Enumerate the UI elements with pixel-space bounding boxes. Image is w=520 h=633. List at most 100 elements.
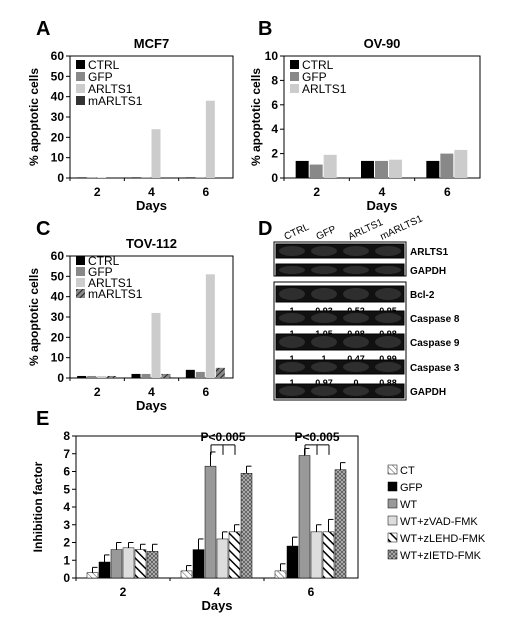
x-tick-label: 2 bbox=[94, 185, 101, 199]
y-tick-label: 50 bbox=[51, 69, 65, 83]
bar-mARLTS1 bbox=[215, 177, 225, 178]
chart-a: 0 10 20 30 40 50 60 % apoptotic cells MCF7 2 4 6 Day… bbox=[28, 36, 234, 213]
bar-ARLTS1 bbox=[389, 159, 402, 178]
blot-frame-top bbox=[273, 241, 407, 277]
lane-label-ARLTS1: ARLTS1 bbox=[347, 217, 386, 243]
legend-label-GFP: GFP bbox=[400, 482, 423, 494]
densitometry-value: 1 bbox=[289, 354, 294, 364]
band bbox=[311, 336, 337, 348]
blot-row-Caspase 9 bbox=[275, 333, 405, 351]
legend-swatch-GFP bbox=[387, 481, 398, 492]
bar-WT+zIETD-FMK bbox=[334, 469, 347, 579]
blot-frame-bottom bbox=[273, 281, 407, 401]
legend-swatch-GFP bbox=[290, 72, 299, 81]
legend-label-CTRL: CTRL bbox=[302, 58, 334, 72]
bar-WT bbox=[298, 455, 311, 579]
legend-swatch-GFP bbox=[76, 72, 85, 81]
band bbox=[279, 362, 305, 372]
legend-label-ARLTS1: ARLTS1 bbox=[88, 276, 133, 290]
y-tick-label: 0 bbox=[57, 171, 64, 185]
y-axis-label: % apoptotic cells bbox=[28, 268, 41, 366]
legend-label-WT+zIETD-FMK: WT+zIETD-FMK bbox=[400, 550, 482, 562]
x-tick-label: 4 bbox=[148, 185, 155, 199]
legend-label-mARLTS1: mARLTS1 bbox=[88, 94, 143, 108]
bar-GFP bbox=[286, 545, 299, 579]
bar-CT bbox=[180, 570, 193, 579]
densitometry-value: 0 bbox=[353, 378, 358, 388]
band bbox=[311, 266, 337, 274]
bar-GFP bbox=[87, 375, 97, 378]
band bbox=[279, 266, 305, 274]
legend-label-CT: CT bbox=[400, 465, 415, 477]
chart-e: 0 1 2 3 4 5 6 7 8 Inhibition factor 2 4 6 Days CT GFP WT… bbox=[31, 429, 486, 613]
y-tick-label: 60 bbox=[51, 49, 65, 63]
blot-row-Caspase 8 bbox=[275, 310, 405, 326]
bar-CTRL bbox=[426, 160, 440, 178]
y-axis-label: % apoptotic cells bbox=[28, 68, 41, 166]
bar-GFP bbox=[195, 371, 205, 378]
y-tick-label: 8 bbox=[63, 429, 70, 443]
legend-swatch-WT+zIETD-FMK bbox=[387, 549, 398, 560]
lane-label-mARLTS1: mARLTS1 bbox=[379, 214, 425, 243]
x-axis-label: Days bbox=[366, 198, 397, 213]
legend-swatch-CT bbox=[387, 464, 398, 475]
bar-ARLTS1 bbox=[454, 149, 468, 178]
legend-label-GFP: GFP bbox=[88, 70, 113, 84]
x-tick-label: 4 bbox=[214, 585, 221, 599]
legend-label-CTRL: CTRL bbox=[88, 58, 120, 72]
densitometry-value: 1 bbox=[321, 354, 326, 364]
bar-GFP bbox=[87, 177, 97, 178]
densitometry-value: 0.97 bbox=[315, 378, 333, 388]
band bbox=[375, 313, 401, 323]
blot-row-label: ARLTS1 bbox=[410, 247, 449, 258]
band bbox=[311, 386, 337, 396]
y-tick-label: 4 bbox=[63, 500, 70, 514]
legend-swatch-CTRL bbox=[76, 256, 85, 265]
legend-label-GFP: GFP bbox=[302, 70, 327, 84]
bar-CTRL bbox=[361, 160, 374, 178]
band bbox=[343, 362, 369, 372]
panel-label-d: D bbox=[258, 218, 273, 240]
blot-row-label: Caspase 8 bbox=[410, 314, 460, 325]
bar-GFP bbox=[440, 153, 454, 178]
x-axis-label: Days bbox=[136, 398, 167, 413]
bar-WT+zVAD-FMK bbox=[216, 538, 229, 579]
bar-ARLTS1 bbox=[97, 375, 107, 378]
legend-swatch-CTRL bbox=[76, 60, 85, 69]
band bbox=[375, 288, 401, 300]
bar-GFP bbox=[309, 164, 323, 178]
significance-bracket bbox=[210, 444, 236, 455]
legend-swatch-WT bbox=[387, 498, 398, 509]
legend-swatch-ARLTS1 bbox=[290, 84, 299, 93]
lane-label-GFP: GFP bbox=[315, 224, 339, 243]
p-value-label: P<0.005 bbox=[200, 430, 245, 444]
bar-WT+zLEHD-FMK bbox=[134, 549, 147, 579]
bar-CTRL bbox=[77, 375, 87, 378]
band bbox=[343, 313, 369, 323]
x-tick-label: 2 bbox=[94, 385, 101, 399]
bar-CTRL bbox=[185, 177, 195, 178]
bar-ARLTS1 bbox=[151, 129, 161, 178]
y-tick-label: 8 bbox=[271, 73, 278, 87]
band bbox=[311, 288, 337, 300]
x-tick-label: 4 bbox=[379, 185, 386, 199]
band bbox=[375, 362, 401, 372]
y-tick-label: 30 bbox=[51, 310, 65, 324]
bar-CT bbox=[274, 570, 287, 579]
densitometry-value: 1 bbox=[289, 378, 294, 388]
bar-WT bbox=[110, 549, 123, 579]
bar-ARLTS1 bbox=[151, 312, 161, 378]
y-tick-label: 1 bbox=[63, 553, 70, 567]
chart-b: 0 2 4 6 8 10% apoptotic cells OV-90 2 4 6 Days CTRL… bbox=[250, 36, 481, 213]
bar-ARLTS1 bbox=[205, 100, 215, 178]
y-tick-label: 50 bbox=[51, 269, 65, 283]
y-axis-label: % apoptotic cells bbox=[250, 68, 263, 166]
bar-CTRL bbox=[77, 177, 87, 178]
y-tick-label: 10 bbox=[51, 351, 65, 365]
band bbox=[343, 288, 369, 300]
blot-row-label: GAPDH bbox=[410, 387, 446, 398]
legend-label-GFP: GFP bbox=[88, 265, 113, 279]
band bbox=[279, 288, 305, 300]
x-axis-label: Days bbox=[201, 598, 232, 613]
